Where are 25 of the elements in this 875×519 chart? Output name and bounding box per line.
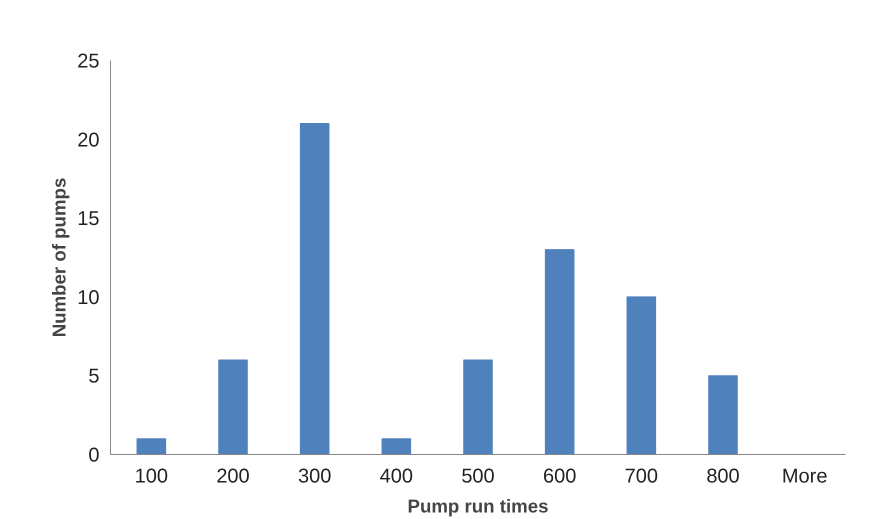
y-tick-label: 0 <box>88 444 100 466</box>
y-tick-label: 20 <box>77 129 100 152</box>
x-tick-label: More <box>782 466 828 488</box>
x-tick-label: 300 <box>298 466 332 488</box>
bar <box>136 438 166 454</box>
bar <box>626 296 656 454</box>
x-tick-label: 100 <box>134 466 168 488</box>
x-tick-label: 800 <box>706 466 740 488</box>
x-tick-label: 200 <box>216 466 250 488</box>
bar <box>382 438 412 454</box>
bar <box>544 249 574 454</box>
y-tick-label: 10 <box>77 286 100 309</box>
y-axis-title: Number of pumps <box>48 178 70 338</box>
y-tick-label: 5 <box>88 366 100 388</box>
x-tick-label: 700 <box>624 466 658 488</box>
x-tick-label: 400 <box>380 466 414 488</box>
y-tick-label: 25 <box>77 50 100 72</box>
x-tick-label: 600 <box>542 466 576 488</box>
y-tick-label: 15 <box>77 208 100 230</box>
bar <box>218 359 248 454</box>
x-axis-title: Pump run times <box>408 496 548 516</box>
bar <box>463 359 493 454</box>
bar <box>708 375 738 454</box>
x-tick-label: 500 <box>461 466 495 488</box>
bar <box>300 123 330 454</box>
